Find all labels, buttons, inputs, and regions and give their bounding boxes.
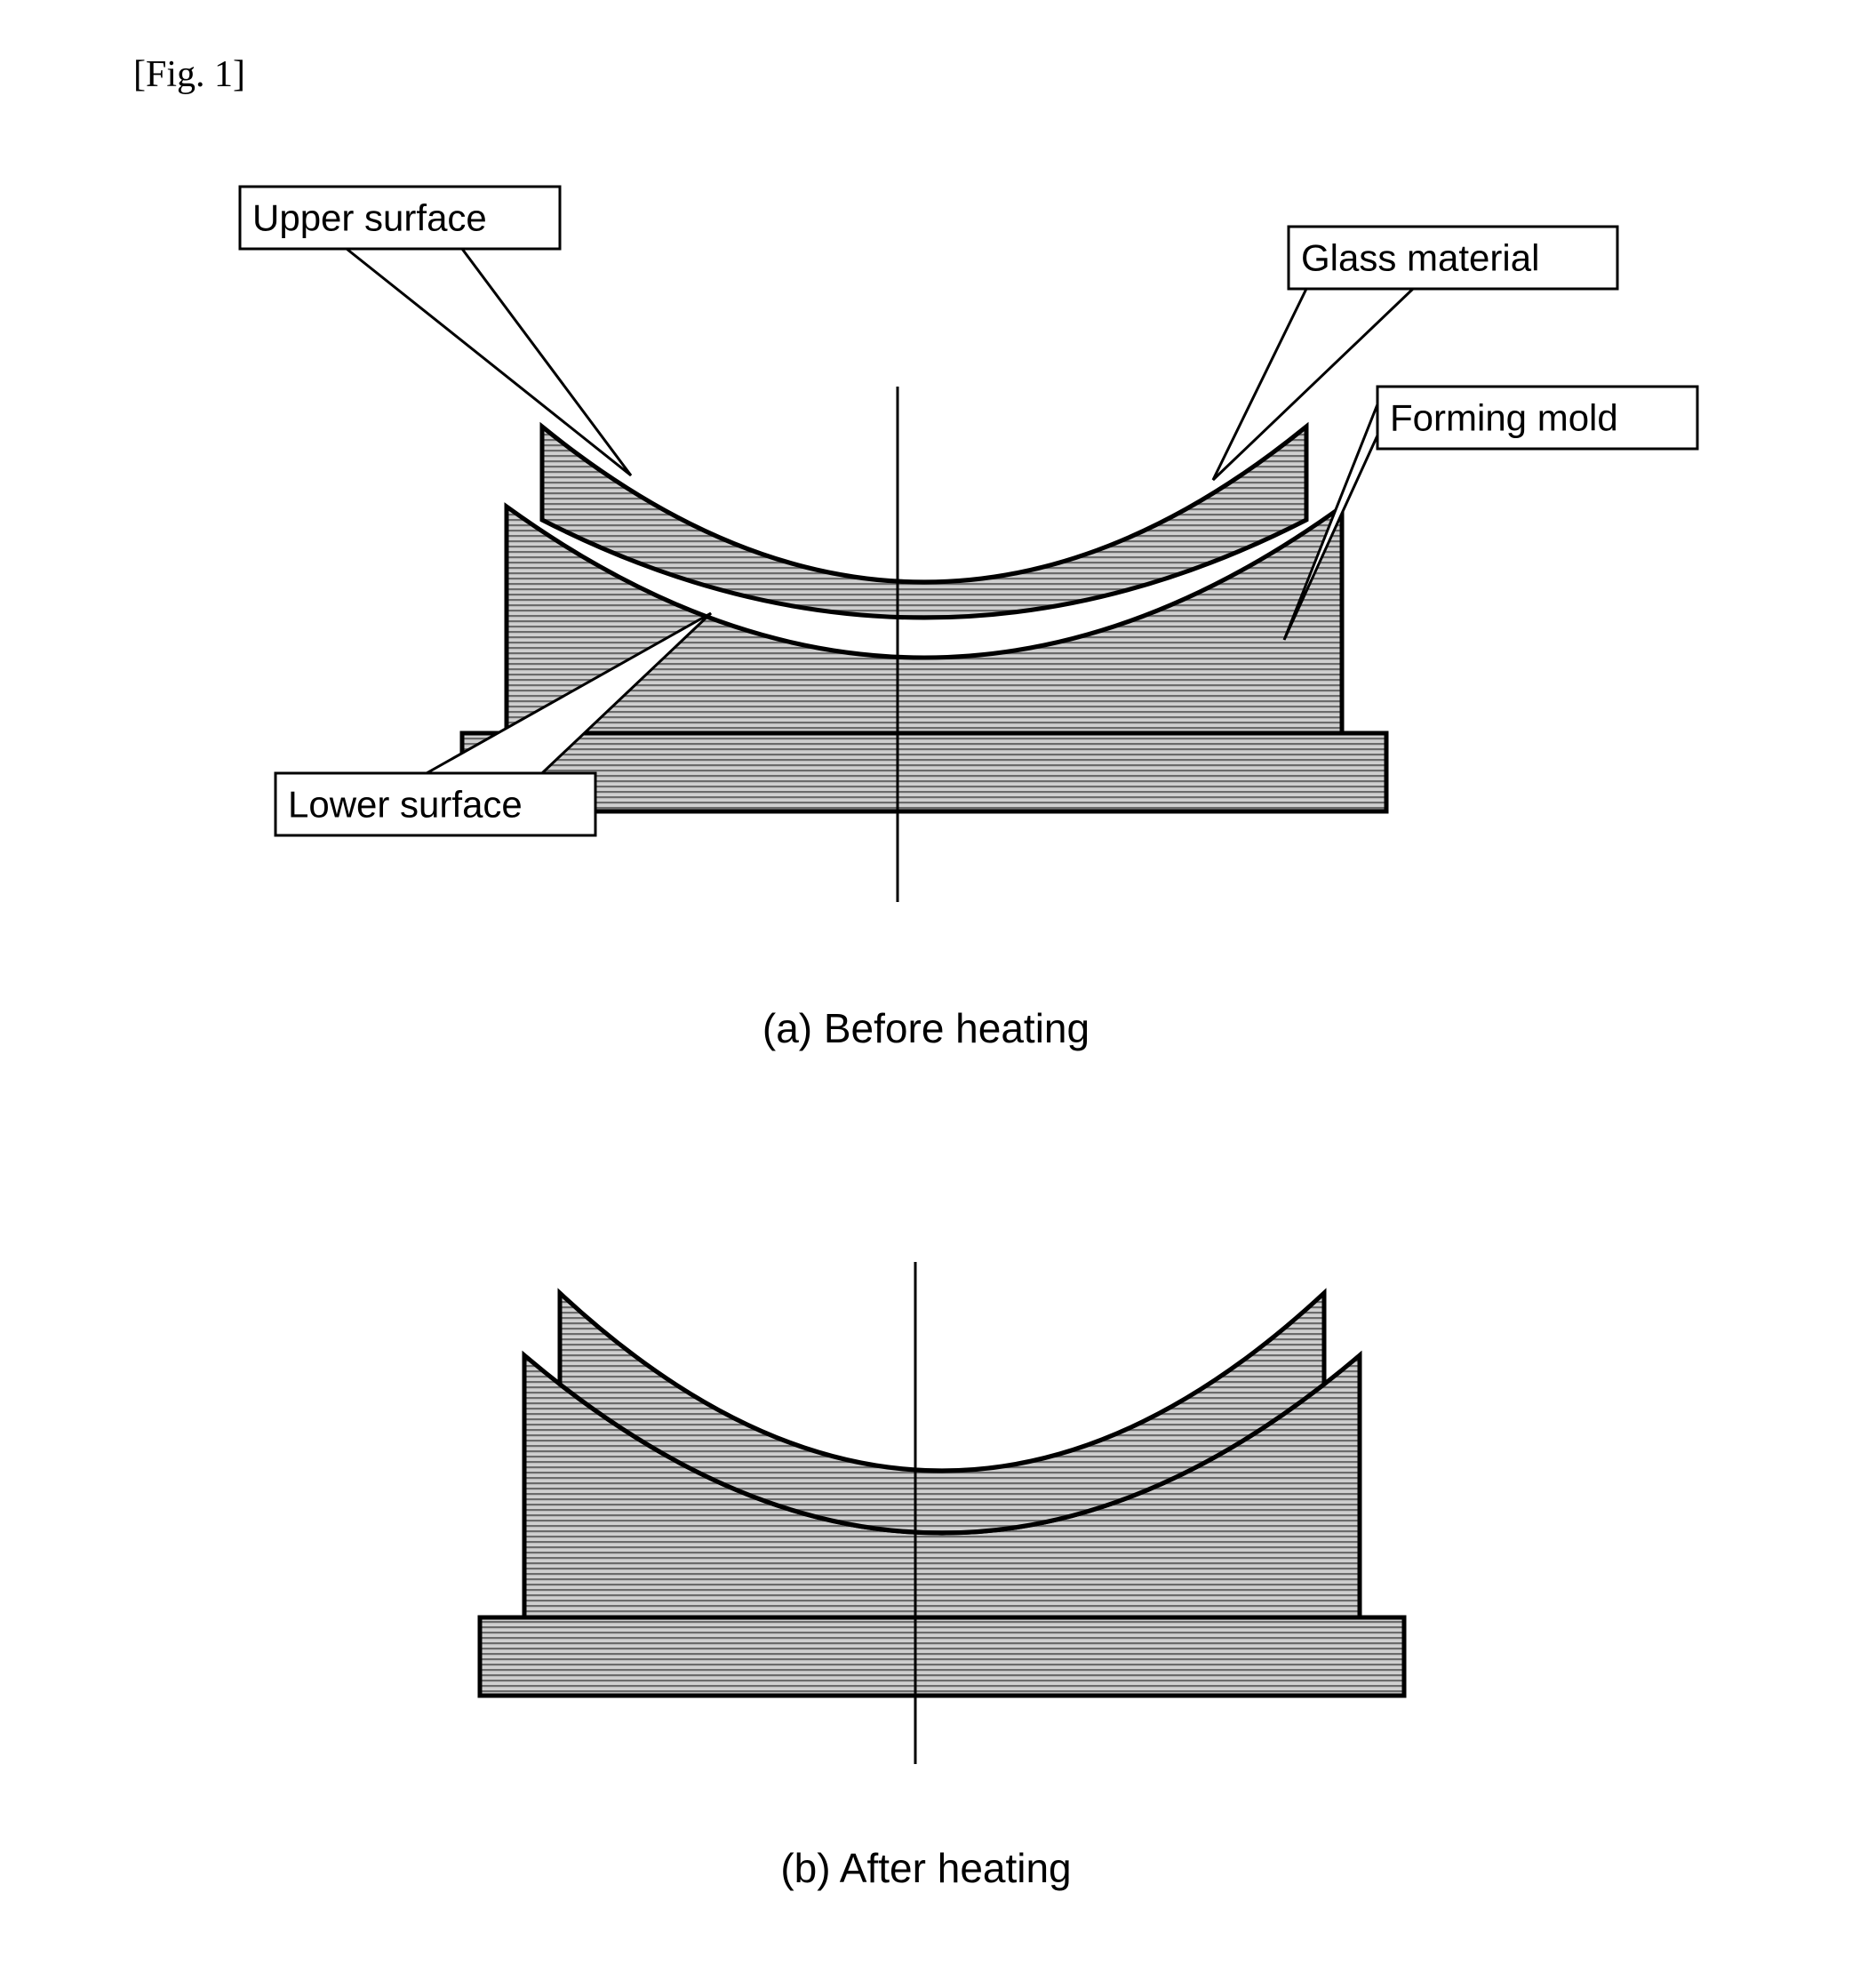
svg-text:Forming mold: Forming mold (1390, 397, 1618, 439)
panel-a-diagram: Upper surface Glass material Forming mol… (213, 178, 1724, 889)
svg-text:Glass material: Glass material (1301, 237, 1539, 279)
callout-upper-surface: Upper surface (240, 187, 631, 475)
svg-text:Lower surface: Lower surface (288, 784, 523, 826)
figure-page: [Fig. 1] (0, 0, 1852, 1988)
panel-b-caption: (b) After heating (0, 1844, 1852, 1892)
base-slab-b (480, 1617, 1404, 1696)
base-slab-a (462, 733, 1386, 811)
figure-number-label: [Fig. 1] (133, 53, 245, 96)
panel-b-diagram (418, 1226, 1484, 1795)
svg-text:Upper surface: Upper surface (252, 197, 487, 239)
panel-a-caption: (a) Before heating (0, 1004, 1852, 1052)
callout-forming-mold: Forming mold (1284, 387, 1697, 640)
